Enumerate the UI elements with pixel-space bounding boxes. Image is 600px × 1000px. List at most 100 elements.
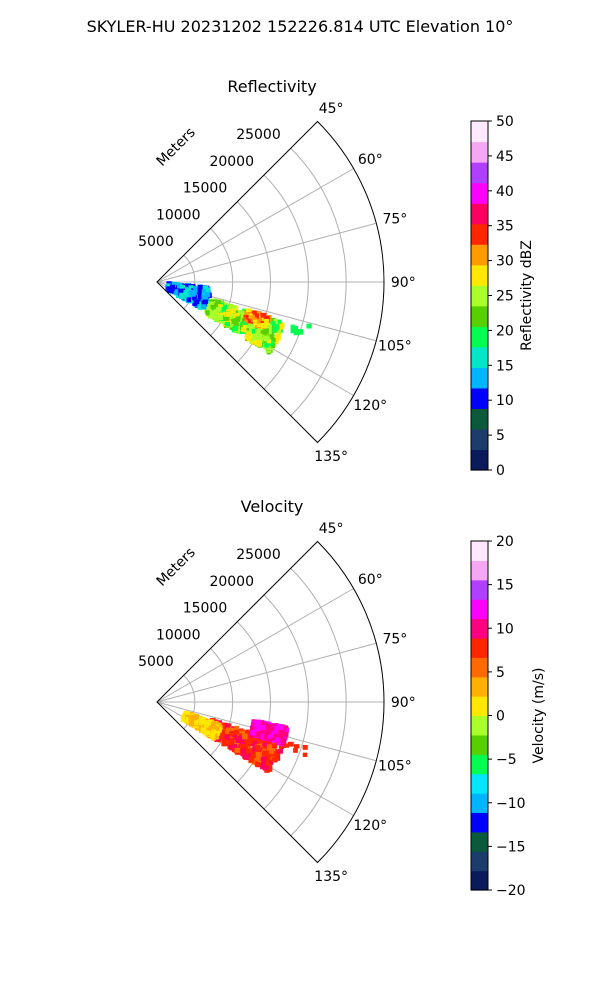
echo-pixel (251, 740, 257, 746)
azimuth-tick-label: 60° (358, 152, 383, 168)
colorbar-label: Velocity (m/s) (531, 668, 547, 764)
echo-pixel (191, 290, 196, 297)
echo-pixel (183, 710, 190, 717)
echo-pixel (279, 728, 286, 735)
colorbar-segment (471, 264, 488, 286)
colorbar-segment (471, 734, 488, 755)
echo-pixel (213, 315, 219, 322)
range-tick-label: 25000 (236, 547, 281, 563)
echo-pixel (225, 723, 231, 728)
echo-pixel (268, 727, 275, 732)
echo-pixel (256, 321, 263, 328)
colorbar-segment (471, 346, 488, 368)
echo-pixel (255, 737, 261, 744)
range-tick-label: 5000 (138, 654, 174, 670)
echo-pixel (204, 292, 211, 298)
echo-pixel (243, 737, 250, 743)
echo-pixel (279, 324, 285, 330)
echo-pixel (224, 730, 229, 736)
velocity-panel: Velocity 45° 60° 75° 90° 105° 120° 135° 5000 1000… (138, 497, 547, 899)
echo-pixel (210, 733, 215, 739)
colorbar-segment (471, 285, 488, 307)
echo-pixel (235, 737, 241, 743)
echo-pixel (249, 338, 254, 344)
echo-pixel (179, 284, 185, 290)
echo-pixel (250, 315, 256, 320)
echo-pixel (230, 305, 237, 311)
echo-pixel (293, 747, 298, 753)
echo-pixel (215, 299, 221, 304)
echo-pixel (258, 720, 265, 726)
echo-pixel (271, 735, 276, 741)
echo-pixel (225, 725, 232, 732)
colorbar-segment (471, 579, 488, 600)
echo-pixel (255, 751, 261, 757)
echo-pixel (290, 324, 295, 330)
echo-pixel (263, 328, 269, 335)
azimuth-tick-label: 120° (353, 398, 387, 414)
echo-pixel (302, 752, 308, 757)
colorbar-tick-label: 10 (496, 393, 514, 409)
echo-layer (165, 281, 312, 355)
colorbar-segment (471, 560, 488, 581)
echo-pixel (267, 761, 273, 766)
colorbar-segment (471, 408, 488, 430)
echo-pixel (213, 311, 218, 318)
azimuth-tick-label: 105° (378, 759, 412, 775)
echo-pixel (193, 714, 199, 719)
echo-pixel (262, 312, 267, 318)
colorbar-segment (471, 618, 488, 639)
azimuth-tick-label: 75° (382, 631, 407, 647)
echo-pixel (205, 310, 210, 316)
echo-pixel (255, 744, 261, 750)
echo-pixel (260, 733, 265, 739)
echo-pixel (271, 317, 276, 323)
colorbar-segment (471, 326, 488, 348)
echo-pixel (223, 304, 229, 310)
echo-pixel (234, 313, 240, 318)
echo-pixel (274, 733, 279, 740)
range-tick-label: 10000 (156, 627, 201, 643)
echo-pixel (275, 723, 282, 730)
sector-outline (156, 120, 385, 444)
echo-pixel (276, 328, 282, 334)
echo-pixel (221, 307, 226, 312)
echo-pixel (270, 754, 275, 761)
echo-pixel (275, 737, 280, 742)
echo-pixel (248, 757, 254, 763)
echo-pixel (201, 722, 207, 729)
echo-pixel (218, 306, 223, 311)
colorbar-segment (471, 305, 488, 327)
echo-pixel (234, 747, 241, 753)
echo-pixel (228, 733, 233, 739)
colorbar-tick-label: 35 (496, 219, 514, 235)
colorbar-tick-label: 10 (496, 621, 514, 637)
echo-pixel (260, 765, 266, 770)
echo-pixel (179, 292, 185, 298)
echo-pixel (266, 744, 272, 749)
colorbar-segment (471, 831, 488, 852)
echo-pixel (196, 715, 202, 722)
echo-pixel (265, 730, 271, 735)
echo-pixel (173, 289, 179, 294)
echo-pixel (247, 332, 253, 339)
colorbar-segment (471, 244, 488, 266)
echo-pixel (274, 324, 280, 330)
echo-pixel (266, 734, 272, 739)
echo-pixel (264, 758, 269, 764)
echo-pixel (250, 729, 256, 736)
echo-pixel (214, 302, 219, 308)
echo-pixel (183, 290, 189, 295)
echo-pixel (259, 742, 264, 748)
echo-pixel (205, 720, 212, 726)
colorbar-segment (471, 121, 488, 143)
echo-pixel (255, 719, 261, 725)
echo-pixel (242, 754, 247, 759)
echo-pixel (294, 744, 300, 749)
echo-pixel (255, 726, 261, 732)
echo-pixel (210, 304, 216, 310)
echo-pixel (253, 731, 260, 737)
colorbar-segment (471, 162, 488, 184)
echo-pixel (239, 744, 245, 750)
echo-pixel (250, 753, 255, 759)
